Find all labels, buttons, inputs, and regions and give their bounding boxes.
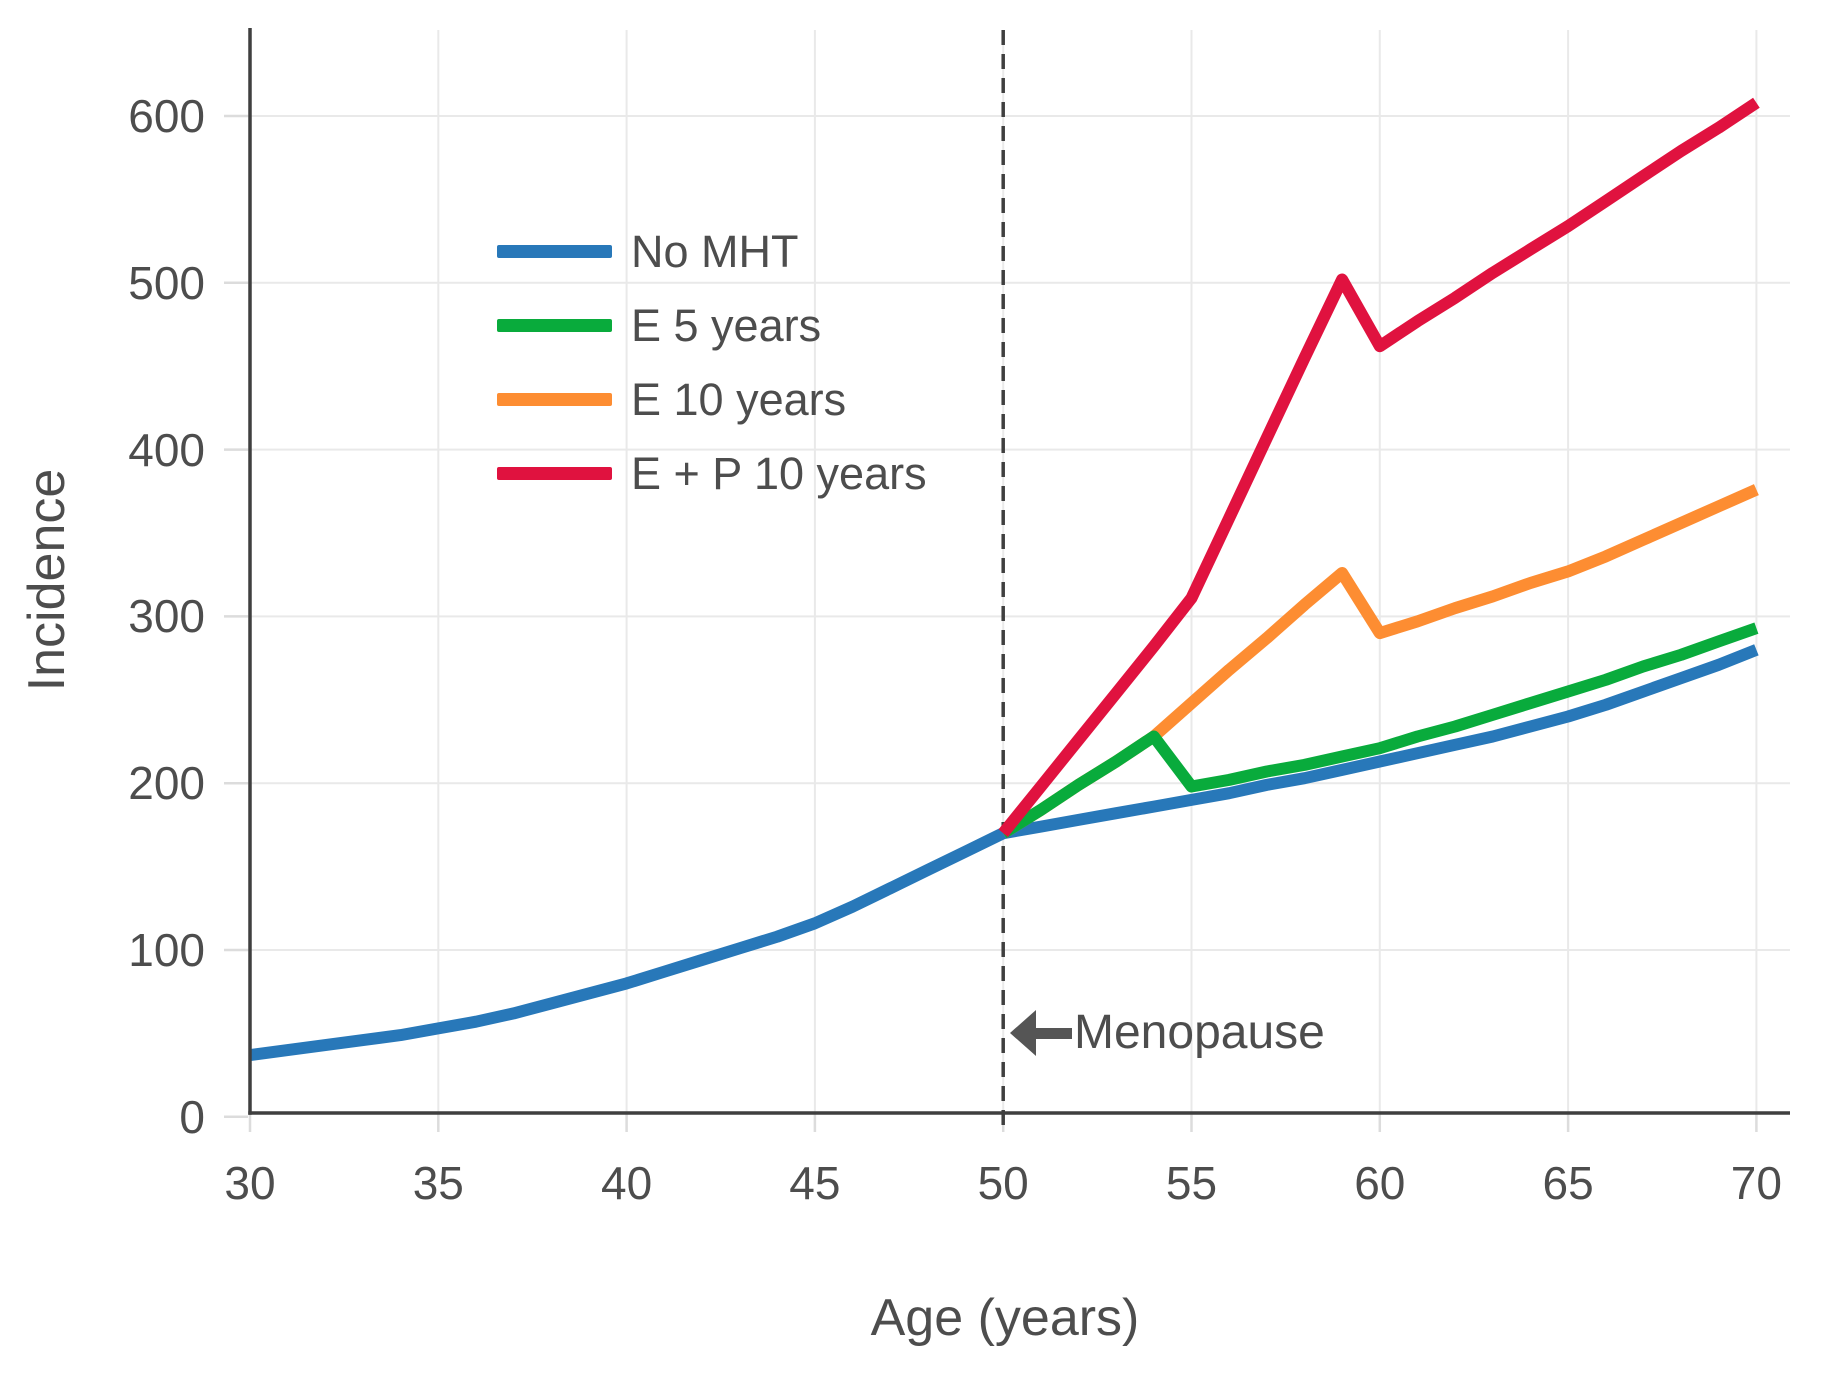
x-tick-label-50: 50 bbox=[977, 1157, 1029, 1209]
legend-item-e-p-10-years: E + P 10 years bbox=[497, 436, 927, 510]
tick-marks bbox=[224, 114, 1758, 1132]
x-axis-title: Age (years) bbox=[870, 1289, 1140, 1347]
left-arrow-icon bbox=[1010, 1009, 1072, 1057]
legend-swatch-e-10-years bbox=[497, 392, 612, 406]
series-line-e-p-10-years bbox=[998, 97, 1760, 837]
legend-label-e-p-10-years: E + P 10 years bbox=[631, 447, 927, 499]
x-tick-label-70: 70 bbox=[1730, 1157, 1782, 1209]
y-tick-label-200: 200 bbox=[128, 757, 205, 810]
x-tick-label-55: 55 bbox=[1165, 1157, 1218, 1209]
menopause-label: Menopause bbox=[1074, 1006, 1325, 1059]
y-tick-label-400: 400 bbox=[128, 423, 205, 476]
x-tick-label-65: 65 bbox=[1542, 1157, 1594, 1209]
y-tick-label-600: 600 bbox=[128, 90, 205, 142]
legend-swatch-no-mht bbox=[497, 244, 612, 258]
data-series bbox=[249, 97, 1760, 1062]
y-tick-label-300: 300 bbox=[128, 590, 205, 643]
y-axis-title: Incidence bbox=[18, 468, 76, 692]
x-tick-label-35: 35 bbox=[412, 1157, 464, 1209]
legend: No MHT E 5 years E 10 years E + P 10 yea… bbox=[497, 214, 927, 510]
axis-spines bbox=[248, 28, 1790, 1115]
legend-item-e-5-years: E 5 years bbox=[497, 288, 927, 362]
x-tick-label-30: 30 bbox=[224, 1157, 276, 1209]
legend-item-no-mht: No MHT bbox=[497, 214, 927, 288]
menopause-annotation: Menopause bbox=[1010, 1004, 1325, 1062]
legend-label-e-10-years: E 10 years bbox=[631, 373, 847, 425]
series-line-e-5-years bbox=[1000, 622, 1759, 839]
y-tick-label-100: 100 bbox=[128, 924, 205, 976]
x-tick-label-40: 40 bbox=[601, 1157, 653, 1209]
legend-swatch-e-5-years bbox=[497, 318, 612, 332]
legend-swatch-e-p-10-years bbox=[497, 466, 612, 480]
x-tick-label-45: 45 bbox=[789, 1157, 841, 1209]
legend-item-e-10-years: E 10 years bbox=[497, 362, 927, 436]
y-tick-label-500: 500 bbox=[128, 256, 205, 309]
legend-label-e-5-years: E 5 years bbox=[631, 299, 822, 351]
legend-label-no-mht: No MHT bbox=[631, 225, 799, 277]
x-tick-label-60: 60 bbox=[1354, 1157, 1406, 1209]
y-tick-label-0: 0 bbox=[179, 1090, 205, 1143]
